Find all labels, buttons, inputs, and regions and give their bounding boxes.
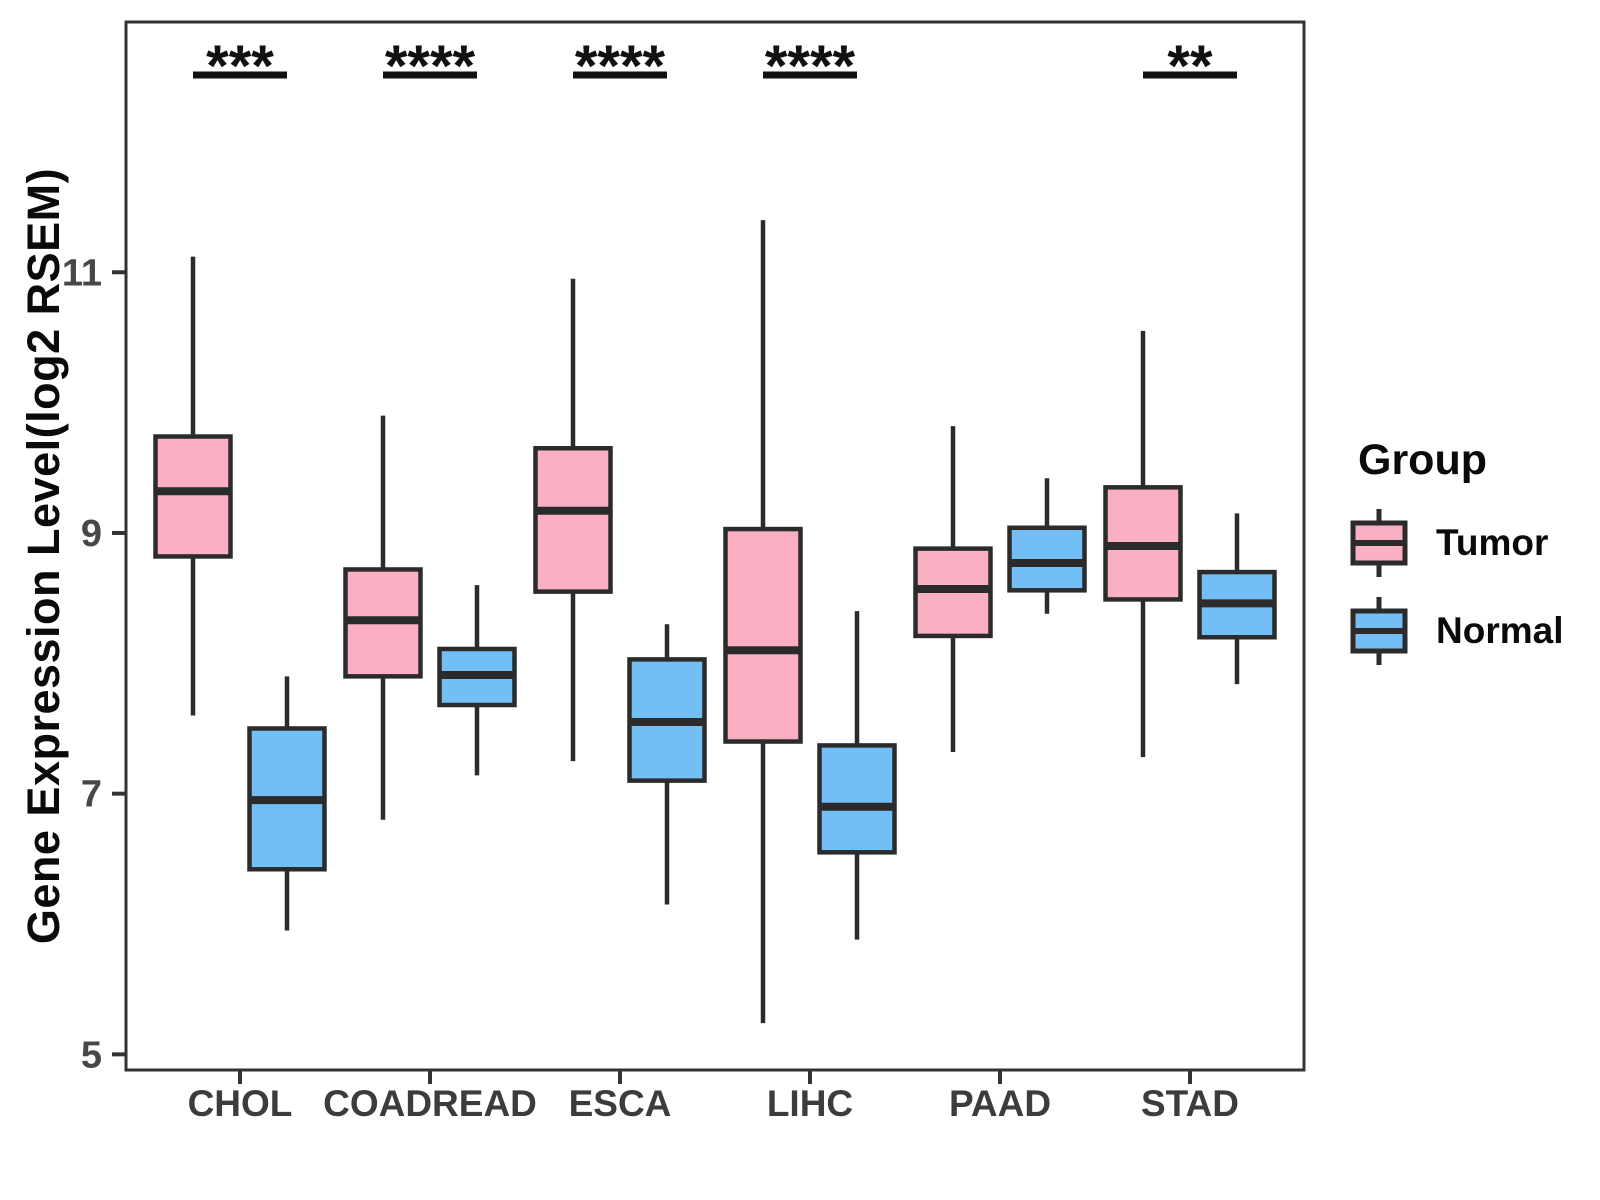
legend-item-tumor: Tumor xyxy=(1350,509,1563,577)
legend-item-normal: Normal xyxy=(1350,597,1563,665)
significance-stars-CHOL: *** xyxy=(206,34,274,99)
y-axis-tick-label: 7 xyxy=(81,774,102,816)
legend-label-tumor: Tumor xyxy=(1436,522,1549,563)
significance-stars-STAD: ** xyxy=(1167,34,1213,99)
significance-stars-COADREAD: **** xyxy=(385,34,476,99)
panel-border xyxy=(124,20,1306,1072)
legend: Group Tumor Normal xyxy=(1350,436,1563,685)
y-axis-tick-label: 9 xyxy=(81,513,102,555)
x-axis-category-label: PAAD xyxy=(949,1083,1051,1124)
legend-label-normal: Normal xyxy=(1436,610,1564,651)
significance-stars-ESCA: **** xyxy=(575,34,666,99)
significance-stars-LIHC: **** xyxy=(765,34,856,99)
x-axis-category-label: ESCA xyxy=(569,1083,672,1124)
box-tumor-ESCA xyxy=(533,445,613,594)
box-normal-LIHC xyxy=(817,743,897,855)
box-tumor-LIHC xyxy=(723,526,803,744)
box-tumor-CHOL xyxy=(153,434,233,559)
x-axis-category-label: LIHC xyxy=(767,1083,853,1124)
x-axis-category-label: COADREAD xyxy=(323,1083,537,1124)
tumor-boxplot-key-icon xyxy=(1350,509,1408,577)
y-axis-tick-label: 11 xyxy=(62,252,102,294)
normal-boxplot-key-icon xyxy=(1350,597,1408,665)
legend-title: Group xyxy=(1358,436,1487,484)
y-axis-tick-label: 5 xyxy=(81,1034,102,1076)
x-axis-category-label: STAD xyxy=(1141,1083,1239,1124)
x-axis-category-label: CHOL xyxy=(188,1083,293,1124)
